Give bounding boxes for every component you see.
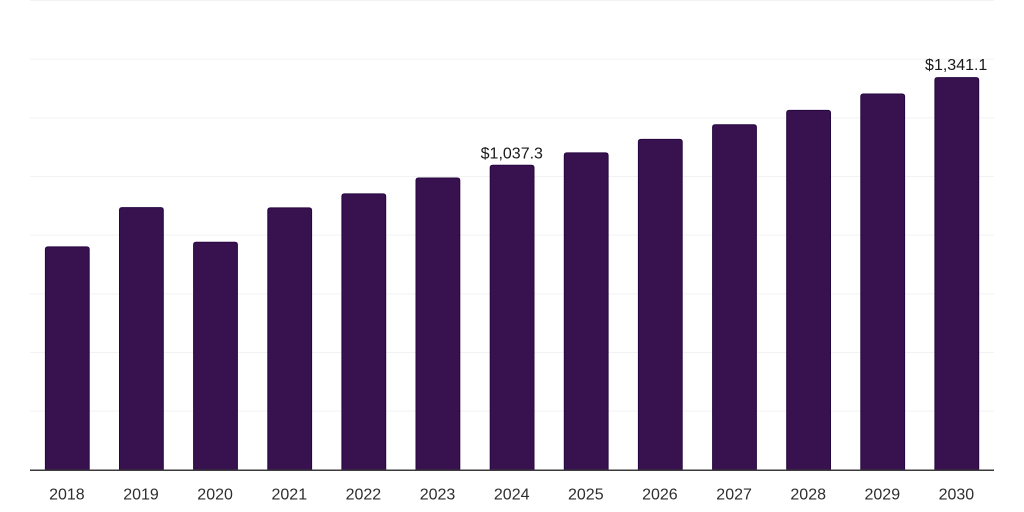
svg-text:2019: 2019 bbox=[123, 487, 159, 504]
svg-text:2028: 2028 bbox=[790, 487, 826, 504]
svg-text:2024: 2024 bbox=[494, 487, 530, 504]
svg-text:2020: 2020 bbox=[197, 487, 233, 504]
svg-text:2025: 2025 bbox=[568, 487, 604, 504]
svg-text:2021: 2021 bbox=[272, 487, 308, 504]
svg-text:2018: 2018 bbox=[49, 487, 85, 504]
svg-text:$1,341.1: $1,341.1 bbox=[925, 57, 987, 74]
svg-text:$1,037.3: $1,037.3 bbox=[481, 145, 543, 162]
svg-text:2023: 2023 bbox=[420, 487, 456, 504]
svg-text:2029: 2029 bbox=[865, 487, 901, 504]
svg-text:2022: 2022 bbox=[346, 487, 382, 504]
svg-text:2026: 2026 bbox=[642, 487, 678, 504]
svg-text:2030: 2030 bbox=[939, 487, 975, 504]
svg-text:2027: 2027 bbox=[716, 487, 752, 504]
